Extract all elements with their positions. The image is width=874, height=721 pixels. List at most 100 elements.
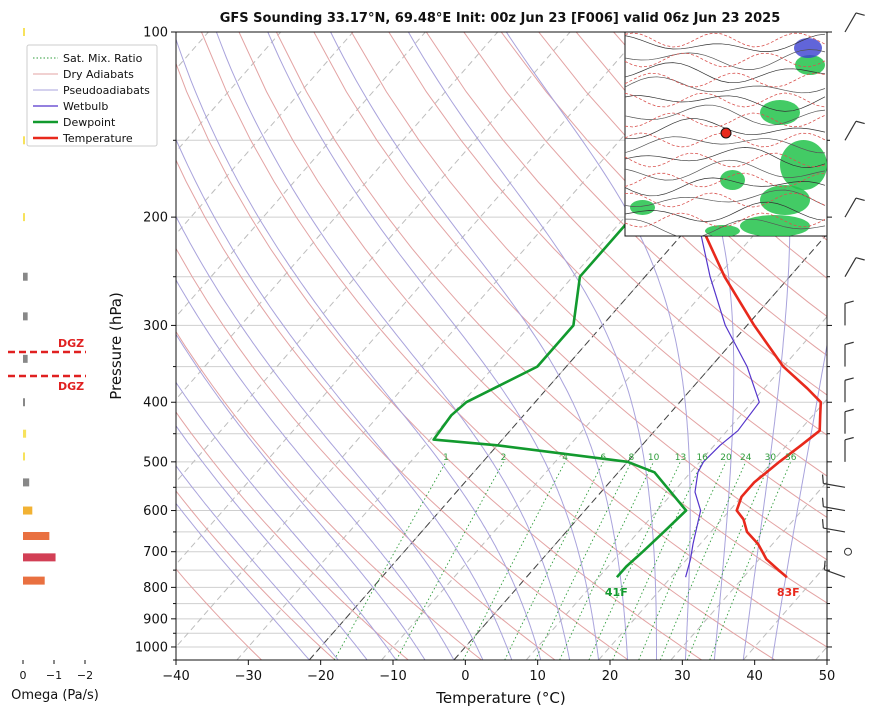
dgz-label: DGZ xyxy=(58,380,84,393)
y-tick-label: 700 xyxy=(143,545,168,560)
mixing-ratio-label: 24 xyxy=(740,453,752,463)
surface-temperature-label: 83F xyxy=(777,586,800,599)
wind-barbs xyxy=(823,13,865,577)
location-marker-icon xyxy=(721,128,731,138)
wind-barb-flag xyxy=(856,258,865,260)
wind-barb-flag xyxy=(824,561,825,570)
x-tick-label: −40 xyxy=(162,669,189,684)
mixing-ratio-label: 13 xyxy=(675,453,686,463)
omega-bar xyxy=(23,553,56,561)
surface-dewpoint-label: 41F xyxy=(605,586,628,599)
wind-barb-flag xyxy=(856,13,865,15)
x-tick-label: 40 xyxy=(746,669,763,684)
pseudoadiabat xyxy=(137,32,512,660)
pseudoadiabat xyxy=(106,32,483,660)
omega-bar xyxy=(23,28,25,36)
y-tick-label: 500 xyxy=(143,455,168,470)
y-tick-label: 900 xyxy=(143,612,168,627)
wind-barb-flag xyxy=(823,498,824,507)
mixing-ratio-line xyxy=(396,462,503,660)
pseudoadiabat xyxy=(331,32,628,660)
mixing-ratio-line xyxy=(560,462,654,660)
omega-bar xyxy=(23,398,25,406)
omega-axis-label: Omega (Pa/s) xyxy=(11,688,99,703)
precip-heavy-area xyxy=(794,38,822,58)
x-tick-label: −30 xyxy=(235,669,262,684)
mixing-ratio-line xyxy=(505,462,604,660)
omega-bar xyxy=(23,507,32,515)
mixing-ratio-line xyxy=(710,462,791,660)
wind-barb-icon xyxy=(845,258,856,277)
omega-bar xyxy=(23,355,28,363)
mixing-ratio-label: 8 xyxy=(628,453,634,463)
dry-adiabat xyxy=(164,32,702,660)
dry-adiabat xyxy=(89,32,555,660)
legend-label: Dry Adiabats xyxy=(63,68,134,81)
omega-bar xyxy=(23,213,25,221)
pseudoadiabat xyxy=(216,32,569,660)
y-tick-label: 300 xyxy=(143,319,168,334)
legend-label: Pseudoadiabats xyxy=(63,84,150,97)
legend-label: Sat. Mix. Ratio xyxy=(63,52,143,65)
map-inset xyxy=(625,32,827,238)
y-tick-label: 800 xyxy=(143,581,168,596)
wind-barb-flag xyxy=(845,409,854,411)
wind-barb-flag xyxy=(845,301,854,303)
precip-area xyxy=(720,170,745,190)
wind-barb-icon xyxy=(845,198,856,217)
precip-area xyxy=(760,100,800,125)
omega-tick-label: 0 xyxy=(20,669,27,682)
mixing-ratio-line xyxy=(639,462,726,660)
wind-barb-flag xyxy=(823,475,824,484)
x-tick-label: 10 xyxy=(529,669,546,684)
precip-area xyxy=(780,140,827,190)
mixing-ratio-label: 2 xyxy=(501,453,507,463)
y-tick-label: 1000 xyxy=(135,640,168,655)
mixing-ratio-line xyxy=(660,462,745,660)
y-tick-label: 400 xyxy=(143,396,168,411)
mixing-ratio-line xyxy=(463,462,565,660)
x-tick-label: 30 xyxy=(674,669,691,684)
wind-barb-icon xyxy=(845,13,856,32)
mixing-ratio-label: 16 xyxy=(696,453,708,463)
omega-bar xyxy=(23,577,45,585)
y-axis-label: Pressure (hPa) xyxy=(107,292,125,400)
calm-wind-icon xyxy=(845,548,852,555)
mixing-ratio-label: 10 xyxy=(648,453,660,463)
isotherm xyxy=(92,32,642,660)
omega-tick-label: −1 xyxy=(46,669,62,682)
mixing-ratio-label: 20 xyxy=(720,453,732,463)
omega-bar xyxy=(23,478,29,486)
wind-barb-flag xyxy=(845,342,854,344)
wind-barb-icon xyxy=(845,121,856,140)
precip-area xyxy=(740,215,810,237)
x-tick-label: 50 xyxy=(819,669,836,684)
legend-label: Wetbulb xyxy=(63,100,108,113)
wind-barb-flag xyxy=(823,519,824,528)
omega-bar xyxy=(23,273,28,281)
x-tick-label: 0 xyxy=(461,669,469,684)
wind-barb-flag xyxy=(845,438,854,440)
mixing-ratio-label: 6 xyxy=(600,453,606,463)
y-tick-label: 600 xyxy=(143,504,168,519)
wind-barb-flag xyxy=(856,121,865,123)
x-tick-label: −20 xyxy=(307,669,334,684)
wind-barb-flag xyxy=(856,198,865,200)
legend-label: Temperature xyxy=(62,132,133,145)
omega-bar xyxy=(23,312,28,320)
wind-barb-flag xyxy=(845,378,854,380)
precip-area xyxy=(795,55,825,75)
mixing-ratio-label: 1 xyxy=(443,453,449,463)
legend-label: Dewpoint xyxy=(63,116,116,129)
y-tick-label: 200 xyxy=(143,211,168,226)
x-tick-label: 20 xyxy=(602,669,619,684)
x-axis-label: Temperature (°C) xyxy=(435,689,565,707)
y-tick-label: 100 xyxy=(143,26,168,41)
mixing-ratio-label: 4 xyxy=(562,453,568,463)
omega-bar xyxy=(23,452,25,460)
pseudoadiabat xyxy=(268,32,599,660)
pseudoadiabat xyxy=(174,32,541,660)
x-tick-label: −10 xyxy=(379,669,406,684)
